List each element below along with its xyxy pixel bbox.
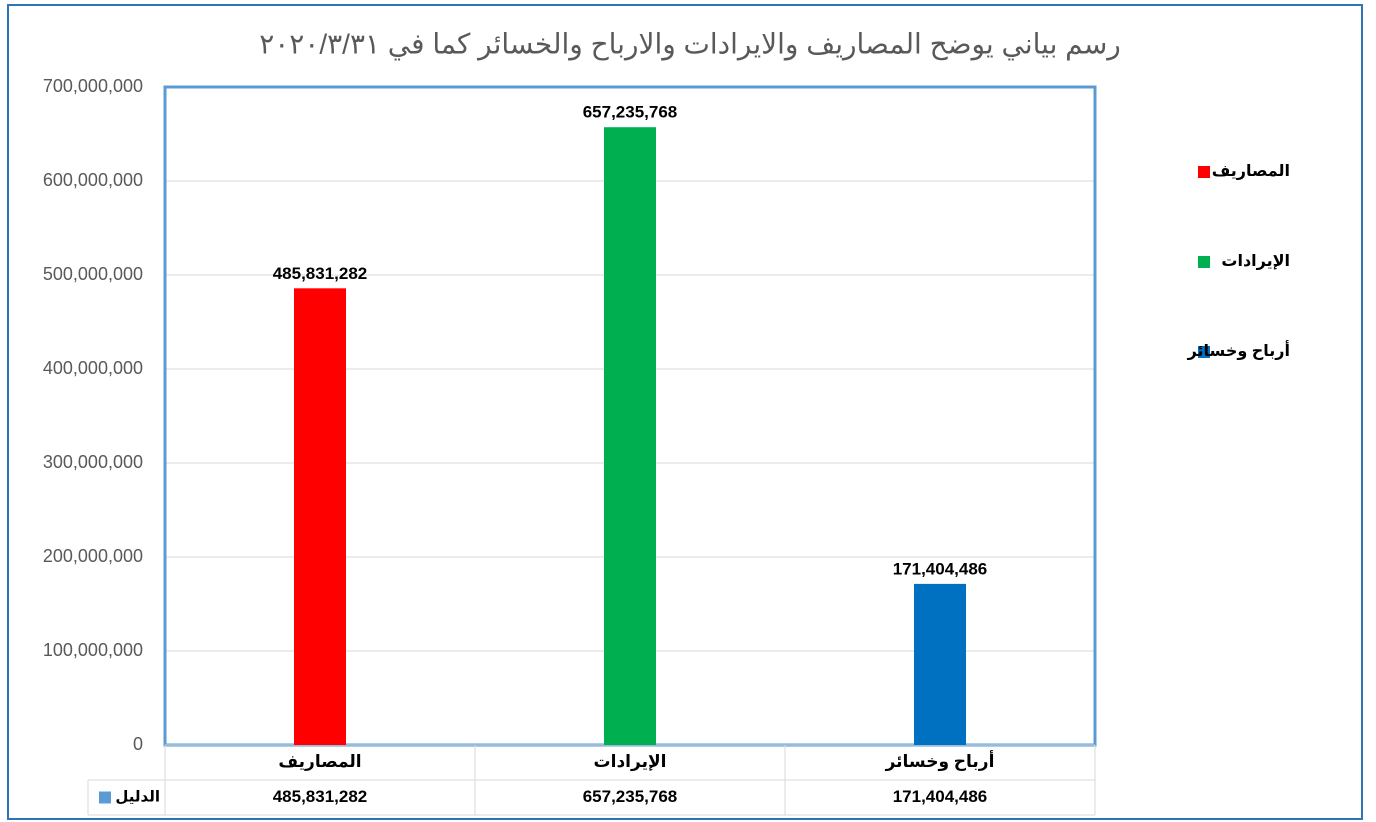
y-tick-label: 300,000,000	[43, 452, 143, 472]
bar	[914, 583, 966, 745]
y-tick-label: 0	[133, 734, 143, 754]
legend-swatch	[1198, 346, 1210, 358]
chart-title: رسم بياني يوضح المصاريف والايرادات والار…	[259, 28, 1121, 60]
table-value: 657,235,768	[583, 787, 678, 806]
legend-key	[99, 791, 111, 804]
data-label: 171,404,486	[893, 559, 988, 578]
legend-label: المصاريف	[1212, 163, 1290, 180]
y-tick-label: 600,000,000	[43, 170, 143, 190]
legend-label: أرباح وخسائر	[1187, 340, 1290, 360]
bar	[604, 127, 656, 746]
y-tick-label: 500,000,000	[43, 264, 143, 284]
series-name: الدليل	[115, 788, 160, 805]
data-label: 657,235,768	[583, 103, 678, 122]
x-tick-label: المصاريف	[278, 752, 361, 771]
legend-swatch	[1198, 166, 1210, 178]
data-label: 485,831,282	[273, 264, 368, 283]
y-tick-label: 200,000,000	[43, 546, 143, 566]
legend-label: الإيرادات	[1221, 253, 1290, 270]
x-tick-label: أرباح وخسائر	[885, 750, 995, 772]
chart-border	[7, 4, 1363, 820]
y-tick-label: 700,000,000	[43, 76, 143, 96]
table-value: 485,831,282	[273, 787, 368, 806]
bar	[294, 288, 346, 745]
y-tick-label: 400,000,000	[43, 358, 143, 378]
y-tick-label: 100,000,000	[43, 640, 143, 660]
table-value: 171,404,486	[893, 787, 988, 806]
x-tick-label: الإيرادات	[594, 752, 667, 772]
legend-swatch	[1198, 256, 1210, 268]
